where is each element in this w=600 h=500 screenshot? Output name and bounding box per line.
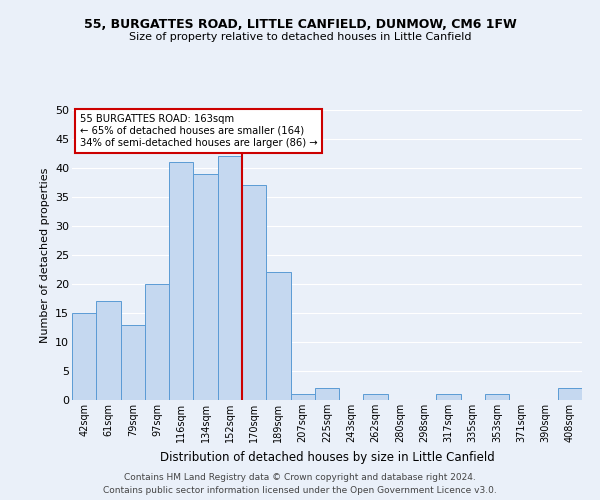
Bar (364, 394, 388, 400)
Bar (290, 394, 315, 400)
Y-axis label: Number of detached properties: Number of detached properties (40, 168, 50, 342)
Bar (96, 302, 121, 400)
Bar (436, 394, 461, 400)
Text: 55, BURGATTES ROAD, LITTLE CANFIELD, DUNMOW, CM6 1FW: 55, BURGATTES ROAD, LITTLE CANFIELD, DUN… (83, 18, 517, 30)
Bar (72, 313, 96, 400)
Bar (121, 324, 145, 400)
Text: Contains HM Land Registry data © Crown copyright and database right 2024.: Contains HM Land Registry data © Crown c… (124, 472, 476, 482)
Text: Contains public sector information licensed under the Open Government Licence v3: Contains public sector information licen… (103, 486, 497, 495)
Bar (145, 284, 169, 400)
Bar (485, 394, 509, 400)
Bar (266, 272, 290, 400)
X-axis label: Distribution of detached houses by size in Little Canfield: Distribution of detached houses by size … (160, 450, 494, 464)
Bar (193, 174, 218, 400)
Bar (558, 388, 582, 400)
Bar (218, 156, 242, 400)
Text: 55 BURGATTES ROAD: 163sqm
← 65% of detached houses are smaller (164)
34% of semi: 55 BURGATTES ROAD: 163sqm ← 65% of detac… (80, 114, 317, 148)
Bar (242, 186, 266, 400)
Bar (315, 388, 339, 400)
Text: Size of property relative to detached houses in Little Canfield: Size of property relative to detached ho… (129, 32, 471, 42)
Bar (169, 162, 193, 400)
